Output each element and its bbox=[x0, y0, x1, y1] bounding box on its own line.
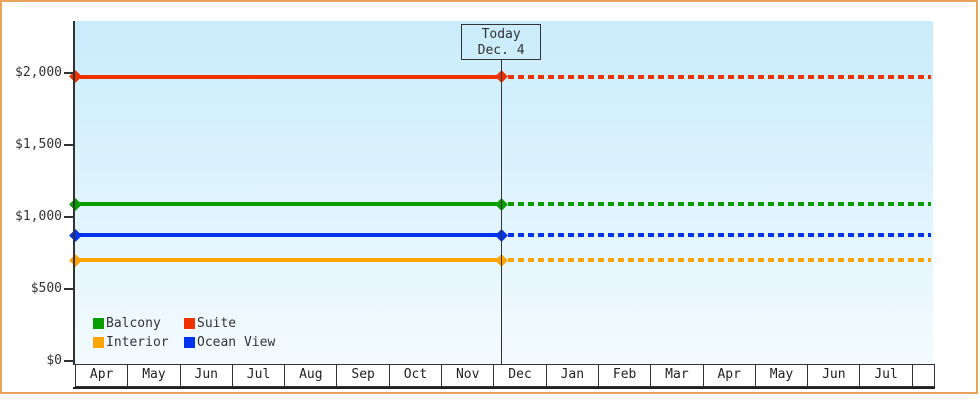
month-cell: Aug bbox=[285, 365, 338, 386]
legend-swatch-suite bbox=[184, 318, 195, 329]
legend-label-balcony: Balcony bbox=[106, 316, 161, 331]
legend: Balcony Suite Interior Ocean View bbox=[93, 314, 275, 352]
month-cell: Apr bbox=[704, 365, 756, 386]
month-cell: Jul bbox=[860, 365, 913, 386]
legend-row: Balcony Suite bbox=[93, 314, 275, 333]
legend-item-suite: Suite bbox=[184, 316, 275, 331]
plot-area: Today Dec. 4 Balcony Suite Interior Ocean V… bbox=[68, 21, 933, 364]
month-cell: Jun bbox=[181, 365, 233, 386]
month-cell: May bbox=[756, 365, 809, 386]
y-tick-label: $2,000 bbox=[15, 65, 62, 80]
series-marker-interior bbox=[68, 253, 82, 267]
series-line-ocean-view-dashed bbox=[508, 233, 931, 237]
series-line-suite-dashed bbox=[508, 74, 931, 79]
series-line-suite-solid bbox=[75, 74, 502, 79]
y-tick-mark bbox=[64, 216, 73, 218]
y-tick-mark bbox=[64, 72, 73, 74]
month-cell: Mar bbox=[651, 365, 704, 386]
today-label-line1: Today bbox=[481, 27, 521, 42]
month-cell: Jun bbox=[808, 365, 861, 386]
month-cell: Jan bbox=[547, 365, 599, 386]
series-marker-ocean-view bbox=[68, 228, 82, 242]
month-cell: Dec bbox=[494, 365, 547, 386]
y-tick-mark bbox=[64, 360, 73, 362]
y-tick-mark bbox=[64, 144, 73, 146]
y-tick-label: $500 bbox=[30, 281, 62, 296]
y-tick-label: $1,500 bbox=[15, 137, 62, 152]
y-tick-mark bbox=[64, 288, 73, 290]
month-cell: Oct bbox=[390, 365, 443, 386]
today-label-line2: Dec. 4 bbox=[477, 43, 525, 58]
month-cell: May bbox=[128, 365, 181, 386]
series-line-balcony-solid bbox=[75, 202, 502, 207]
legend-item-ocean-view: Ocean View bbox=[184, 335, 275, 350]
month-cell: Jul bbox=[233, 365, 286, 386]
series-line-balcony-dashed bbox=[508, 202, 931, 207]
legend-item-balcony: Balcony bbox=[93, 316, 184, 331]
series-line-interior-solid bbox=[75, 258, 502, 263]
series-layer bbox=[68, 21, 933, 364]
x-axis-month-row: Apr May Jun Jul Aug Sep Oct Nov Dec Jan Feb Mar Apr M… bbox=[75, 364, 935, 387]
series-line-ocean-view-solid bbox=[75, 233, 502, 237]
legend-label-suite: Suite bbox=[197, 316, 237, 331]
legend-item-interior: Interior bbox=[93, 335, 184, 350]
legend-label-interior: Interior bbox=[106, 335, 169, 350]
month-cell-empty bbox=[913, 365, 934, 386]
y-tick-label: $0 bbox=[46, 353, 62, 368]
y-axis-line bbox=[73, 21, 75, 365]
today-vertical-line bbox=[501, 60, 503, 364]
today-label-box: Today Dec. 4 bbox=[461, 24, 542, 60]
month-cell: Sep bbox=[337, 365, 390, 386]
legend-label-ocean-view: Ocean View bbox=[197, 335, 276, 350]
month-cell: Apr bbox=[76, 365, 129, 386]
x-axis-baseline bbox=[73, 387, 935, 389]
legend-row: Interior Ocean View bbox=[93, 333, 275, 352]
series-marker-balcony bbox=[68, 197, 82, 211]
month-cell: Nov bbox=[442, 365, 495, 386]
legend-swatch-balcony bbox=[93, 318, 104, 329]
legend-swatch-interior bbox=[93, 337, 104, 348]
series-line-interior-dashed bbox=[508, 258, 931, 263]
month-cell: Feb bbox=[599, 365, 652, 386]
y-tick-label: $1,000 bbox=[15, 209, 62, 224]
legend-swatch-ocean-view bbox=[184, 337, 195, 348]
